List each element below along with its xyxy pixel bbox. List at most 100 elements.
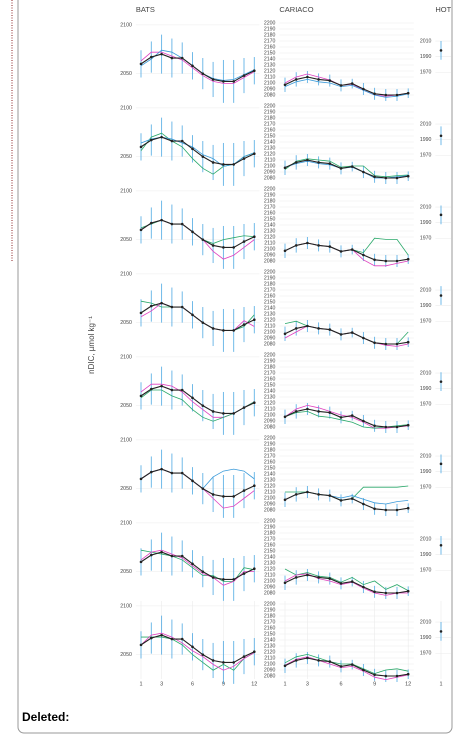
y-tick-label: 2140 (264, 305, 276, 311)
y-tick-label: 2140 (264, 222, 276, 228)
mean-point (395, 93, 399, 97)
y-tick-label: 2010 (420, 619, 432, 625)
series-line (284, 491, 409, 511)
mean-point (373, 341, 376, 345)
mean-point (362, 668, 365, 672)
mean-point (317, 410, 320, 413)
mean-point (362, 419, 365, 423)
y-tick-label: 2170 (264, 370, 276, 376)
y-tick-label: 2180 (264, 613, 276, 619)
y-tick-label: 2200 (264, 518, 276, 524)
y-tick-label: 2110 (264, 323, 275, 329)
mean-point (139, 643, 143, 647)
x-tick-label: 3 (160, 681, 163, 687)
y-tick-label: 2120 (264, 566, 276, 572)
y-tick-label: 2170 (264, 536, 276, 542)
y-tick-label: 2200 (264, 186, 276, 192)
mean-point (395, 425, 399, 429)
y-tick-label: 2160 (264, 542, 276, 548)
y-tick-label: 2140 (264, 139, 276, 145)
mean-point (232, 163, 235, 166)
mean-point (350, 497, 354, 500)
y-tick-label: 2160 (264, 210, 276, 216)
y-tick-label: 2160 (264, 127, 276, 133)
y-tick-label: 2130 (264, 643, 276, 649)
mean-point (150, 553, 153, 557)
y-tick-label: 2180 (264, 198, 276, 204)
series-line (140, 634, 255, 663)
y-tick-label: 1990 (420, 635, 432, 641)
series-line (284, 237, 409, 256)
panel-title: BATS (136, 5, 155, 14)
mean-point (242, 157, 246, 160)
mean-point (294, 327, 298, 330)
series-line (140, 302, 255, 331)
mean-point (201, 487, 205, 490)
mean-point (150, 55, 153, 59)
mean-point (170, 222, 174, 226)
y-tick-label: 2110 (264, 74, 275, 80)
y-tick-label: 2160 (264, 459, 276, 465)
mean-point (350, 663, 354, 666)
mean-point (395, 176, 399, 180)
mean-point (362, 170, 365, 174)
x-tick-label: 3 (306, 681, 309, 687)
mean-point (328, 245, 332, 248)
y-tick-label: 2090 (264, 667, 276, 673)
mean-point (406, 340, 410, 344)
x-tick-label: 12 (405, 681, 411, 687)
series-line (140, 549, 255, 586)
y-tick-label: 2120 (264, 483, 276, 489)
mean-point (406, 91, 410, 95)
y-tick-label: 2110 (264, 406, 275, 412)
mean-point (253, 69, 256, 72)
y-tick-label: 2120 (264, 400, 276, 406)
mean-point (232, 495, 235, 498)
mean-point (373, 673, 376, 677)
mean-point (191, 645, 194, 649)
y-tick-label: 1970 (420, 485, 432, 491)
mean-point (180, 222, 184, 226)
mean-point (439, 134, 443, 138)
y-tick-label: 1990 (420, 54, 432, 60)
mean-point (139, 62, 143, 66)
mean-point (180, 139, 184, 143)
series-line (140, 51, 255, 84)
mean-point (439, 380, 443, 383)
mean-point (201, 653, 205, 656)
mean-point (328, 411, 332, 414)
mean-point (232, 578, 235, 581)
y-tick-label: 2080 (264, 341, 276, 347)
mean-point (191, 147, 194, 151)
mean-point (406, 672, 410, 676)
mean-point (306, 75, 309, 79)
series-line (284, 78, 409, 98)
mean-point (294, 659, 298, 662)
mean-point (294, 78, 298, 81)
y-tick-label: 2130 (264, 145, 276, 151)
mean-point (439, 462, 443, 466)
x-tick-label: 6 (191, 681, 194, 687)
y-tick-label: 2120 (264, 317, 276, 323)
mean-point (317, 493, 320, 496)
mean-point (170, 139, 174, 143)
mean-point (160, 135, 163, 139)
y-tick-label: 2140 (264, 637, 276, 643)
mean-point (306, 158, 309, 162)
mean-point (150, 470, 153, 474)
mean-point (350, 580, 354, 583)
y-tick-label: 2100 (120, 354, 132, 360)
mean-point (439, 213, 443, 217)
mean-point (395, 674, 399, 678)
y-tick-label: 2010 (420, 370, 432, 376)
series-line (140, 219, 255, 244)
mean-point (283, 332, 287, 336)
series-line (140, 219, 255, 248)
mean-point (328, 328, 332, 331)
y-tick-label: 2090 (264, 501, 276, 507)
y-tick-label: 2100 (264, 661, 276, 667)
mean-point (317, 327, 320, 330)
mean-point (191, 396, 194, 400)
mean-point (180, 637, 184, 641)
mean-point (222, 80, 225, 83)
